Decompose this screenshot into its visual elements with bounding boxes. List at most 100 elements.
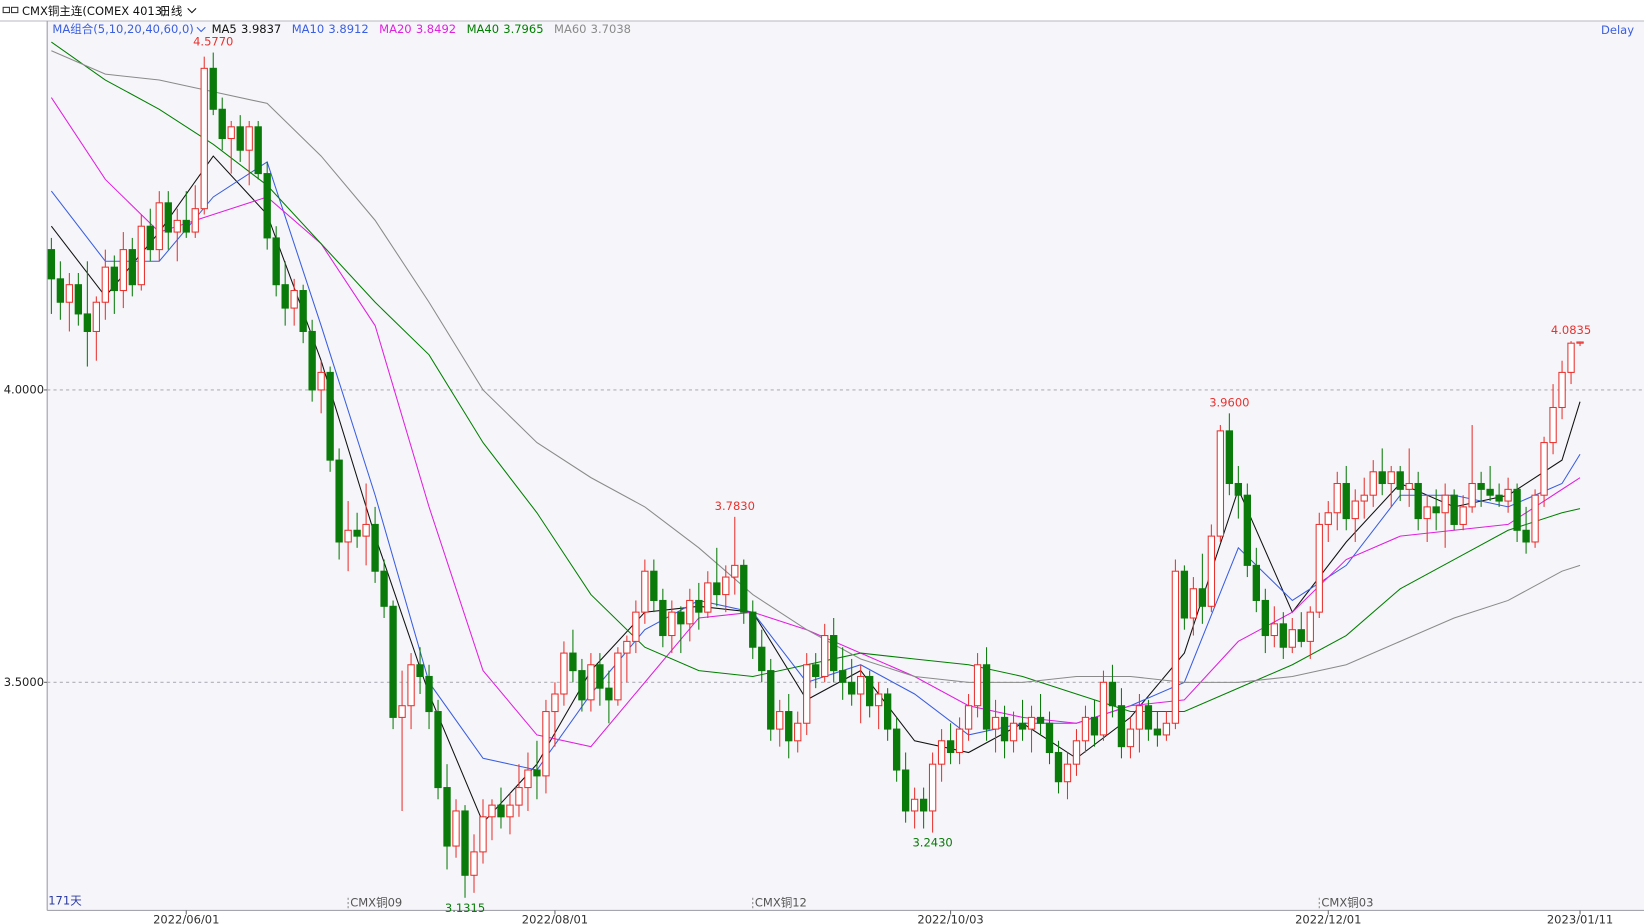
candle-body (407, 664, 415, 707)
candle-body (749, 611, 757, 648)
candle-body (200, 67, 208, 210)
plot-area (47, 20, 1644, 911)
candle-body (1225, 430, 1234, 485)
candle-body (263, 173, 271, 239)
candle-body (910, 798, 919, 812)
candle-body (515, 787, 523, 806)
indicator-label[interactable]: MA组合(5,10,20,40,60,0) (52, 22, 193, 36)
candle-body (1468, 482, 1476, 508)
high-label: 4.5770 (193, 35, 233, 49)
y-tick-label: 4.0000 (4, 382, 44, 396)
candle-body (1036, 716, 1045, 724)
candle-body (542, 711, 550, 777)
candle-body (1405, 482, 1413, 490)
candle-body (1315, 523, 1323, 613)
dropdown-arrow[interactable] (187, 8, 197, 14)
candle-body (371, 523, 379, 572)
candle-body (946, 740, 955, 754)
candle-body (452, 810, 460, 847)
legend-name: MA10 (292, 22, 324, 36)
candle-body (560, 652, 568, 695)
legend-value: 3.7965 (503, 22, 543, 36)
candle-body (1153, 728, 1162, 736)
candle-body (578, 670, 586, 701)
candle-body (389, 605, 397, 718)
candle-body (146, 225, 154, 251)
candle-body (803, 664, 811, 724)
candle-body (623, 640, 631, 654)
candle-body (506, 804, 514, 818)
candle-body (551, 693, 559, 713)
candle-body (857, 675, 865, 695)
legend-name: MA60 (554, 22, 586, 36)
candle-body (101, 266, 109, 303)
candle-body (1090, 716, 1099, 736)
candle-body (1369, 471, 1377, 496)
candle-body (839, 670, 847, 683)
candle-body (1558, 371, 1566, 409)
candle-body (659, 599, 667, 637)
candle-body (812, 664, 820, 677)
candle-body (991, 716, 1000, 730)
candle-body (1333, 482, 1341, 514)
candle-body (1279, 623, 1287, 648)
candle-body (1324, 512, 1332, 525)
candle-body (1099, 681, 1108, 736)
candle-body (704, 582, 712, 613)
candle-body (524, 769, 532, 789)
candle-body (1018, 722, 1027, 730)
candle-body (901, 769, 910, 812)
candle-body (596, 664, 604, 689)
candle-body (919, 798, 928, 812)
candle-body (1108, 681, 1117, 707)
candle-body (1000, 716, 1009, 742)
candle-body (1567, 342, 1575, 373)
period-selector[interactable]: 日线 (159, 4, 183, 18)
candle-body (955, 728, 964, 754)
candle-body (830, 635, 838, 672)
candle-body (892, 728, 901, 771)
x-tick-label: 2022/10/03 (917, 912, 983, 924)
candle-body (92, 301, 101, 332)
candle-body (299, 290, 307, 332)
legend-value: 3.9837 (241, 22, 281, 36)
candle-body (1144, 705, 1153, 730)
candle-body (632, 611, 640, 642)
candle-body (317, 371, 325, 391)
candle-body (695, 599, 703, 613)
candle-body (209, 67, 217, 110)
candle-body (1495, 494, 1503, 502)
candle-body (362, 523, 370, 537)
candle-body (1432, 506, 1440, 514)
candle-body (982, 664, 991, 730)
legend-value: 3.7038 (591, 22, 631, 36)
candle-body (1216, 430, 1225, 537)
candle-body (191, 208, 199, 233)
candle-body (1297, 629, 1305, 642)
candle-body (1234, 482, 1243, 496)
low-label: 3.2430 (912, 836, 952, 850)
candle-body (236, 126, 244, 151)
candle-body (964, 705, 973, 730)
candle-body (740, 564, 748, 613)
x-tick-label: 2022/12/01 (1295, 912, 1361, 924)
candle-body (1054, 751, 1063, 783)
candle-body (1540, 442, 1548, 496)
bar-count: 171天 (48, 893, 82, 907)
icon (11, 6, 19, 14)
candle-body (110, 266, 118, 292)
candle-body (1504, 488, 1512, 502)
legend-name: MA40 (467, 22, 499, 36)
candle-body (479, 816, 487, 853)
chart-title: CMX铜主连(COMEX 4013) (22, 4, 167, 18)
candle-body (1189, 588, 1198, 619)
candle-body (326, 371, 334, 461)
candle-body (254, 126, 262, 175)
candle-body (1288, 629, 1296, 648)
candle-body (173, 219, 181, 233)
candle-body (605, 687, 613, 701)
candle-body (1162, 722, 1171, 736)
high-label: 3.9600 (1209, 395, 1249, 409)
candle-body (883, 693, 892, 730)
